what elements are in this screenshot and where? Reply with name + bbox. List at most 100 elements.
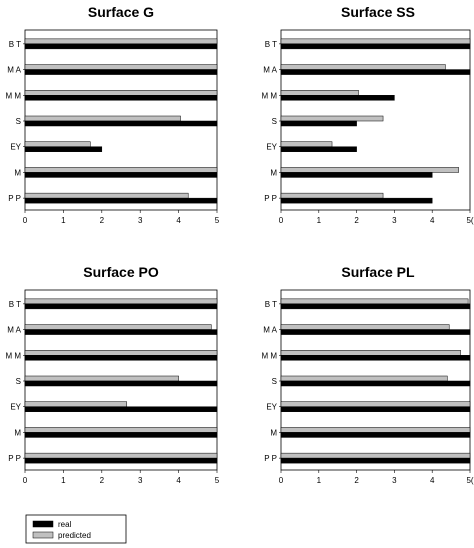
x-tick-label: 3 (392, 476, 397, 485)
chart-panel-4: Surface PL B T M A M M S EY M P P 0 1 2 3 4 5( (261, 264, 473, 485)
chart-title: Surface G (88, 4, 154, 20)
bar-predicted-4 (24, 375, 179, 382)
bar-predicted-2 (24, 64, 218, 70)
x-tick-label: 5( (466, 476, 473, 485)
category-label: S (272, 117, 277, 126)
x-tick-label: 5 (215, 476, 220, 485)
bar-real-5 (24, 146, 103, 152)
category-label: S (16, 377, 21, 386)
x-tick-label: 2 (354, 216, 359, 225)
x-tick-label: 2 (100, 216, 105, 225)
category-label: M (270, 168, 277, 177)
x-tick-label: 0 (279, 476, 284, 485)
bar-predicted-4 (24, 115, 181, 122)
x-tick-label: 3 (138, 476, 143, 485)
category-label: P P (8, 194, 21, 203)
bar-real-5 (24, 406, 218, 412)
x-tick-label: 5 (215, 216, 220, 225)
bar-real-2 (280, 69, 471, 75)
category-label: M M (5, 91, 21, 100)
category-label: S (272, 377, 277, 386)
bar-predicted-5 (280, 141, 333, 147)
bar-real-6 (24, 432, 218, 438)
bar-real-3 (24, 95, 218, 101)
bar-real-4 (280, 380, 471, 387)
category-label: B T (265, 300, 277, 309)
category-label: B T (9, 300, 21, 309)
legend-label-predicted: predicted (58, 531, 91, 540)
bar-predicted-5 (24, 141, 91, 147)
bar-real-3 (24, 355, 218, 361)
bar-real-3 (280, 355, 471, 361)
bar-real-6 (24, 172, 218, 178)
bar-real-6 (280, 432, 471, 438)
legend-box (25, 514, 127, 544)
bar-predicted-6 (24, 427, 218, 433)
bar-real-7 (280, 197, 433, 204)
legend-label-real: real (58, 520, 72, 529)
bar-real-1 (24, 43, 218, 50)
bar-real-5 (280, 146, 357, 152)
category-label: EY (266, 143, 277, 152)
x-tick-label: 0 (279, 216, 284, 225)
x-tick-label: 3 (138, 216, 143, 225)
bar-predicted-3 (24, 350, 218, 356)
bar-predicted-1 (24, 298, 218, 305)
category-label: M (14, 168, 21, 177)
chart-panels: Surface G B T M A M M S EY M P P 0 1 2 3 4 5 Surface S… (5, 4, 473, 485)
bar-real-5 (280, 406, 471, 412)
bar-predicted-1 (280, 298, 469, 305)
category-label: M (14, 428, 21, 437)
bar-real-3 (280, 95, 395, 101)
bar-predicted-3 (24, 90, 218, 96)
bar-real-7 (24, 197, 218, 204)
x-tick-label: 4 (176, 476, 181, 485)
bar-real-2 (24, 69, 218, 75)
category-label: P P (264, 454, 277, 463)
bar-predicted-7 (280, 452, 471, 459)
x-tick-label: 4 (430, 216, 435, 225)
x-tick-label: 1 (61, 216, 66, 225)
x-tick-label: 0 (23, 216, 28, 225)
bar-predicted-3 (280, 350, 461, 356)
category-label: EY (266, 403, 277, 412)
chart-panel-3: Surface PO B T M A M M S EY M P P 0 1 2 3 4 5 (5, 264, 219, 485)
x-tick-label: 1 (317, 476, 322, 485)
bar-real-7 (280, 457, 471, 464)
bar-predicted-5 (24, 401, 128, 407)
bar-predicted-2 (24, 324, 212, 330)
bar-predicted-7 (24, 192, 189, 199)
bar-predicted-1 (280, 38, 471, 45)
x-tick-label: 4 (430, 476, 435, 485)
bar-predicted-6 (24, 167, 218, 173)
bar-predicted-2 (280, 64, 446, 70)
legend-swatch-real (32, 520, 54, 528)
bar-predicted-5 (280, 401, 471, 407)
category-label: M (270, 428, 277, 437)
bar-predicted-6 (280, 167, 459, 173)
x-tick-label: 3 (392, 216, 397, 225)
x-tick-label: 0 (23, 476, 28, 485)
category-label: M M (5, 351, 21, 360)
bar-real-1 (280, 303, 471, 310)
category-label: EY (10, 143, 21, 152)
bar-real-7 (24, 457, 218, 464)
bar-real-1 (280, 43, 471, 50)
category-label: P P (8, 454, 21, 463)
category-label: M A (263, 66, 277, 75)
bar-predicted-7 (280, 192, 384, 199)
chart-title: Surface PL (341, 264, 415, 280)
x-tick-label: 1 (317, 216, 322, 225)
bar-predicted-3 (280, 90, 359, 96)
category-label: S (16, 117, 21, 126)
bar-predicted-7 (24, 452, 218, 459)
category-label: B T (265, 40, 277, 49)
x-tick-label: 5( (466, 216, 473, 225)
x-tick-label: 2 (100, 476, 105, 485)
bar-real-6 (280, 172, 433, 178)
category-label: M A (7, 326, 21, 335)
legend: real predicted (25, 514, 127, 544)
chart-panel-1: Surface G B T M A M M S EY M P P 0 1 2 3 4 5 (5, 4, 219, 225)
category-label: M M (261, 351, 277, 360)
bar-real-4 (280, 120, 357, 127)
